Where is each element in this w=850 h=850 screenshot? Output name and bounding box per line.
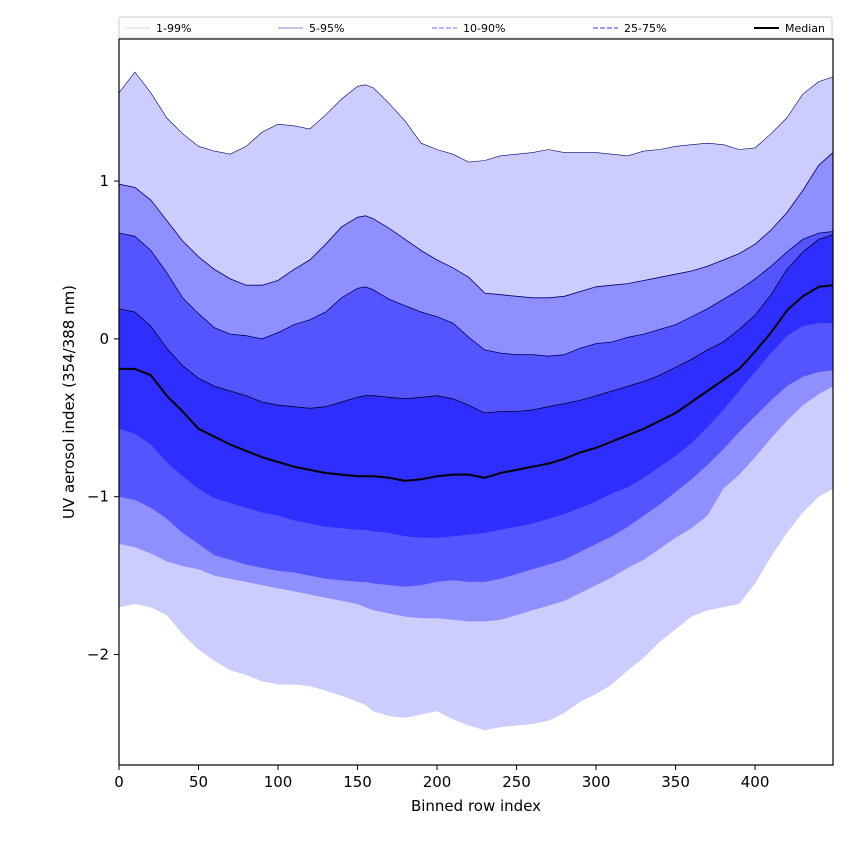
y-axis-label: UV aerosol index (354/388 nm) bbox=[60, 285, 78, 519]
x-tick-label: 350 bbox=[661, 773, 690, 791]
x-tick-label: 50 bbox=[189, 773, 208, 791]
y-tick-label: −2 bbox=[87, 646, 109, 664]
x-tick-label: 100 bbox=[264, 773, 293, 791]
band-upper-edge-5-95% bbox=[118, 152, 834, 299]
legend-box bbox=[118, 16, 833, 39]
y-tick-label: 1 bbox=[99, 172, 109, 190]
legend-label: Median bbox=[785, 22, 825, 35]
band-upper-edge-1-99% bbox=[118, 71, 834, 163]
x-axis: 0 50 100 150 200 250 300 350 400 bbox=[114, 765, 769, 791]
median-line bbox=[119, 284, 834, 482]
y-tick-label: 0 bbox=[99, 330, 109, 348]
band-upper-edge-25-75% bbox=[118, 234, 834, 414]
band-upper-edge-10-90% bbox=[118, 231, 834, 357]
y-axis: −2 −1 0 1 bbox=[87, 172, 119, 664]
y-tick-label: −1 bbox=[87, 488, 109, 506]
bands-layer bbox=[118, 71, 834, 731]
x-tick-label: 300 bbox=[582, 773, 611, 791]
x-axis-label: Binned row index bbox=[411, 797, 541, 815]
legend-label: 1-99% bbox=[156, 22, 191, 35]
legend: 1-99% 5-95% 10-90% 25-75% Median bbox=[118, 16, 833, 39]
x-tick-label: 200 bbox=[423, 773, 452, 791]
legend-label: 10-90% bbox=[463, 22, 505, 35]
x-tick-label: 250 bbox=[502, 773, 531, 791]
x-tick-label: 400 bbox=[741, 773, 770, 791]
legend-label: 25-75% bbox=[624, 22, 666, 35]
median-layer bbox=[119, 284, 834, 482]
x-tick-label: 150 bbox=[343, 773, 372, 791]
legend-label: 5-95% bbox=[309, 22, 344, 35]
x-tick-label: 0 bbox=[114, 773, 124, 791]
plot-frame bbox=[118, 38, 834, 766]
band-25-75% bbox=[119, 234, 833, 538]
